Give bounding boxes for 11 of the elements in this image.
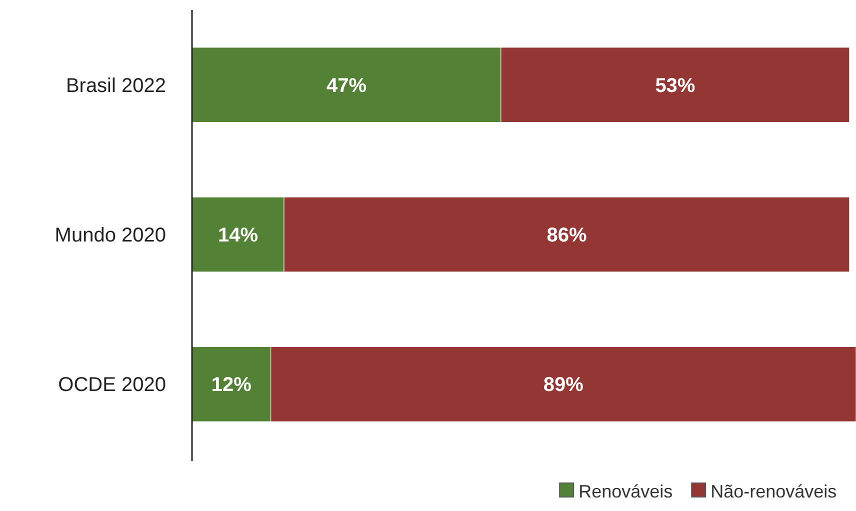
data-label: 14% bbox=[218, 224, 258, 246]
data-label: 89% bbox=[543, 374, 584, 396]
data-label: 53% bbox=[655, 74, 696, 97]
legend-label: Não-renováveis bbox=[710, 481, 837, 502]
data-label: 86% bbox=[546, 224, 587, 246]
data-label: 47% bbox=[326, 74, 367, 97]
y-tick-label: OCDE 2020 bbox=[58, 374, 166, 396]
legend-label: Renováveis bbox=[578, 481, 673, 502]
y-tick-label: Brasil 2022 bbox=[66, 74, 166, 97]
y-tick-label: Mundo 2020 bbox=[54, 224, 166, 246]
data-label: 12% bbox=[211, 374, 252, 396]
